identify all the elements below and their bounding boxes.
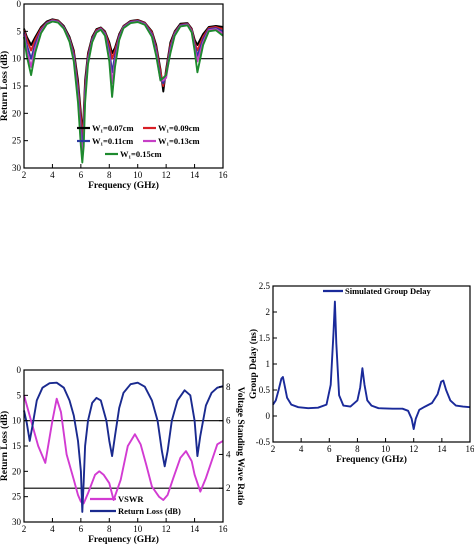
y-axis-label: Group Delay (ns) [248,329,259,399]
y-tick-label: 25 [12,492,22,502]
x-tick-label: 10 [133,524,143,534]
y-tick-label: 0 [17,0,22,9]
y-tick-label: 15 [12,81,22,91]
x-tick-label: 2 [271,444,276,454]
legend-label-1: VSWR [118,494,144,504]
legend: W₁=0.07cm W₁=0.09cm W₁=0.11cm W₁=0.13cm W₁=0… [77,123,200,159]
x-tick-label: 8 [107,170,112,180]
x-tick-label: 12 [162,524,171,534]
series-line-2 [23,381,224,513]
y-axis-label: Return Loss (dB) [0,51,10,121]
x-tick-label: 2 [22,170,27,180]
x-tick-label: 16 [219,524,229,534]
x-tick-label: 16 [219,170,229,180]
legend-label-2: Return Loss (dB) [118,506,181,516]
x-tick-label: 14 [190,170,200,180]
x-tick-label: 10 [381,444,391,454]
x-tick-label: 14 [437,444,447,454]
x-tick-label: 2 [22,524,27,534]
y-tick-label: 1.5 [259,333,271,343]
x-tick-label: 6 [79,524,84,534]
x-tick-label: 4 [299,444,304,454]
y2-tick-label: 8 [226,382,231,392]
chart-3: 2 4 6 8 10 12 14 16 -0.5 0 0.5 1 1.5 2 2.5 Frequency (G… [248,281,474,465]
legend-label-3: W₁=0.11cm [92,136,133,146]
x-tick-label: 6 [79,170,84,180]
y-tick-label: 30 [12,163,22,173]
x-tick-label: 6 [327,444,332,454]
series-line-1 [23,395,224,505]
x-tick-label: 16 [466,444,474,454]
y-tick-label: 10 [12,54,22,64]
x-tick-label: 8 [355,444,360,454]
plot-frame [272,285,471,443]
y-tick-label: 5 [17,26,22,36]
y-tick-label: 30 [12,517,22,527]
y-tick-label: 0.5 [259,385,271,395]
x-tick-label: 12 [409,444,418,454]
x-tick-label: 12 [162,170,171,180]
legend-label-4: W₁=0.13cm [158,136,200,146]
y2-tick-label: 4 [226,449,231,459]
y2-tick-label: 2 [226,483,231,493]
y-tick-label: 0 [17,365,22,375]
x-axis-label: Frequency (GHz) [88,534,159,544]
y-tick-label: 1 [266,359,271,369]
y-tick-label: -0.5 [256,437,271,447]
x-tick-label: 4 [50,170,55,180]
y-tick-label: 5 [17,390,22,400]
x-tick-label: 14 [190,524,200,534]
legend-label-2: W₁=0.09cm [158,123,200,133]
y-tick-label: 25 [12,136,22,146]
y-tick-label: 20 [12,108,22,118]
chart-1: 2 4 6 8 10 12 14 16 0 5 10 15 20 25 30 Frequency (GHz) R… [0,0,228,191]
x-tick-label: 10 [133,170,143,180]
y-tick-label: 2.5 [259,281,271,291]
y-tick-label: 0 [266,411,271,421]
x-tick-label: 8 [107,524,112,534]
legend-label-1: W₁=0.07cm [92,123,134,133]
y-tick-label: 10 [12,416,22,426]
legend-label-1: Simulated Group Delay [345,286,432,296]
series-line-1 [272,300,471,430]
y-tick-label: 20 [12,466,22,476]
y-axis-label: Return Loss (dB) [0,411,10,481]
legend: Simulated Group Delay [323,286,432,296]
series-line-5 [23,20,224,164]
y-tick-label: 2 [266,307,271,317]
x-axis-label: Frequency (GHz) [88,180,159,191]
y2-tick-label: 6 [226,416,231,426]
x-tick-label: 4 [50,524,55,534]
y2-axis-label: Voltage Standing Wave Ratio [235,387,245,506]
legend: VSWR Return Loss (dB) [90,494,181,516]
x-axis-label: Frequency (GHz) [336,454,407,465]
y-tick-label: 15 [12,441,22,451]
legend-label-5: W₁=0.15cm [120,149,162,159]
